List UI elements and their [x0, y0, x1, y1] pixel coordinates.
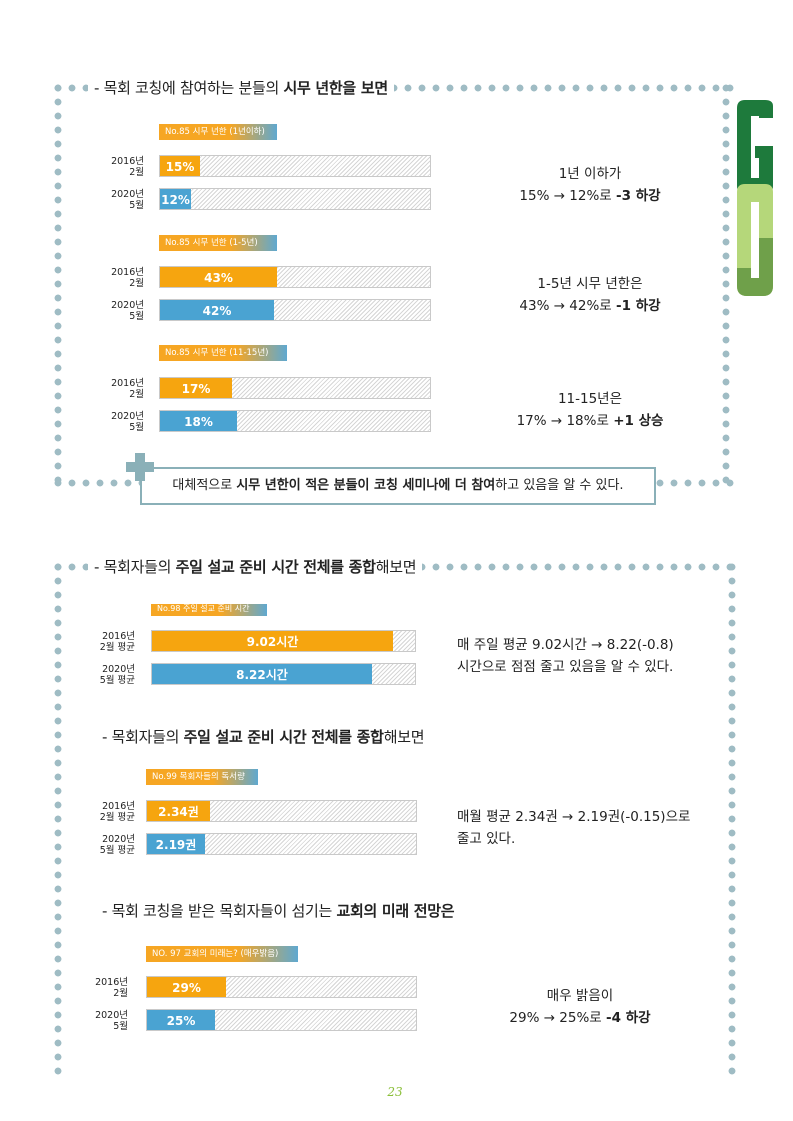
chart6-row1-bar-track: 29%: [146, 976, 417, 998]
chart2-row2-bar-track: 42%: [159, 299, 431, 321]
chart5-tag: No.99 목회자들의 독서량: [146, 769, 258, 785]
chart6-row1-label: 2016년 2월: [95, 977, 128, 999]
chart1-row1-bar-track: 15%: [159, 155, 431, 177]
chart4-row2-bar-track: 8.22시간: [151, 663, 416, 685]
chart2-row2-bar: 42%: [160, 300, 274, 320]
chart6-tag: NO. 97 교회의 미래는? (매우밝음): [146, 946, 298, 962]
chart3-row1-bar: 17%: [160, 378, 232, 398]
chart3-note: 11-15년은 17% → 18%로 +1 상승: [516, 391, 664, 429]
chart2-row1-bar: 43%: [160, 267, 277, 287]
chart5-row2-bar: 2.19권: [147, 834, 205, 854]
chart3-row1-label: 2016년 2월: [111, 378, 144, 400]
chart5-row1-bar: 2.34권: [147, 801, 210, 821]
section1-heading: - 목회 코칭에 참여하는 분들의 시무 년한을 보면: [88, 77, 394, 98]
chart6-row2-label: 2020년 5월: [95, 1010, 128, 1032]
plus-icon: [126, 453, 154, 482]
go-logo: [737, 100, 773, 296]
chart5-row2-label: 2020년 5월 평균: [99, 834, 135, 856]
chart5-row1-label: 2016년 2월 평균: [99, 801, 135, 823]
chart3-row2-bar-track: 18%: [159, 410, 431, 432]
chart4-row1-bar-track: 9.02시간: [151, 630, 416, 652]
chart6-row1-bar: 29%: [147, 977, 226, 997]
chart6-row2-bar-track: 25%: [146, 1009, 417, 1031]
chart4-row2-label: 2020년 5월 평균: [99, 664, 135, 686]
chart3-row1-bar-track: 17%: [159, 377, 431, 399]
chart1-row2-bar-track: 12%: [159, 188, 431, 210]
chart4-row1-label: 2016년 2월 평균: [99, 631, 135, 653]
chart2-tag: No.85 시무 년한 (1-5년): [159, 235, 277, 251]
chart4-note: 매 주일 평균 9.02시간 → 8.22(-0.8) 시간으로 점점 줄고 있…: [457, 637, 674, 675]
chart1-note: 1년 이하가 15% → 12%로 -3 하강: [519, 166, 661, 204]
chart2-row1-label: 2016년 2월: [111, 267, 144, 289]
chart6-row2-bar: 25%: [147, 1010, 215, 1030]
chart5-note: 매월 평균 2.34권 → 2.19권(-0.15)으로 줄고 있다.: [457, 809, 691, 847]
section2-heading: - 목회자들의 주일 설교 준비 시간 전체를 종합해보면: [88, 556, 423, 577]
page-number: 23: [387, 1085, 403, 1099]
chart1-row2-bar: 12%: [160, 189, 191, 209]
chart2-row2-label: 2020년 5월: [111, 300, 144, 322]
chart6-note: 매우 밝음이 29% → 25%로 -4 하강: [509, 988, 651, 1026]
chart4-row2-bar: 8.22시간: [152, 664, 372, 684]
section3-heading: - 목회자들의 주일 설교 준비 시간 전체를 종합해보면: [96, 726, 431, 747]
chart4-row1-bar: 9.02시간: [152, 631, 393, 651]
logo-o-shade: [737, 238, 773, 296]
chart5-row1-bar-track: 2.34권: [146, 800, 417, 822]
logo-g-letter: [737, 100, 773, 194]
chart2-note: 1-5년 시무 년한은 43% → 42%로 -1 하강: [519, 276, 661, 314]
chart1-tag: No.85 시무 년한 (1년이하): [159, 124, 277, 140]
chart1-row1-bar: 15%: [160, 156, 200, 176]
chart1-row2-label: 2020년 5월: [111, 189, 144, 211]
chart3-tag: No.85 시무 년한 (11-15년): [159, 345, 287, 361]
chart3-row2-label: 2020년 5월: [111, 411, 144, 433]
chart2-row1-bar-track: 43%: [159, 266, 431, 288]
section4-heading: - 목회 코칭을 받은 목회자들이 섬기는 교회의 미래 전망은: [96, 900, 461, 921]
chart1-row1-label: 2016년 2월: [111, 156, 144, 178]
section1-summary: 대체적으로 시무 년한이 적은 분들이 코칭 세미나에 더 참여하고 있음을 알…: [140, 467, 656, 505]
chart3-row2-bar: 18%: [160, 411, 237, 431]
chart4-tag: No.98 주일 설교 준비 시간: [151, 604, 267, 616]
chart5-row2-bar-track: 2.19권: [146, 833, 417, 855]
